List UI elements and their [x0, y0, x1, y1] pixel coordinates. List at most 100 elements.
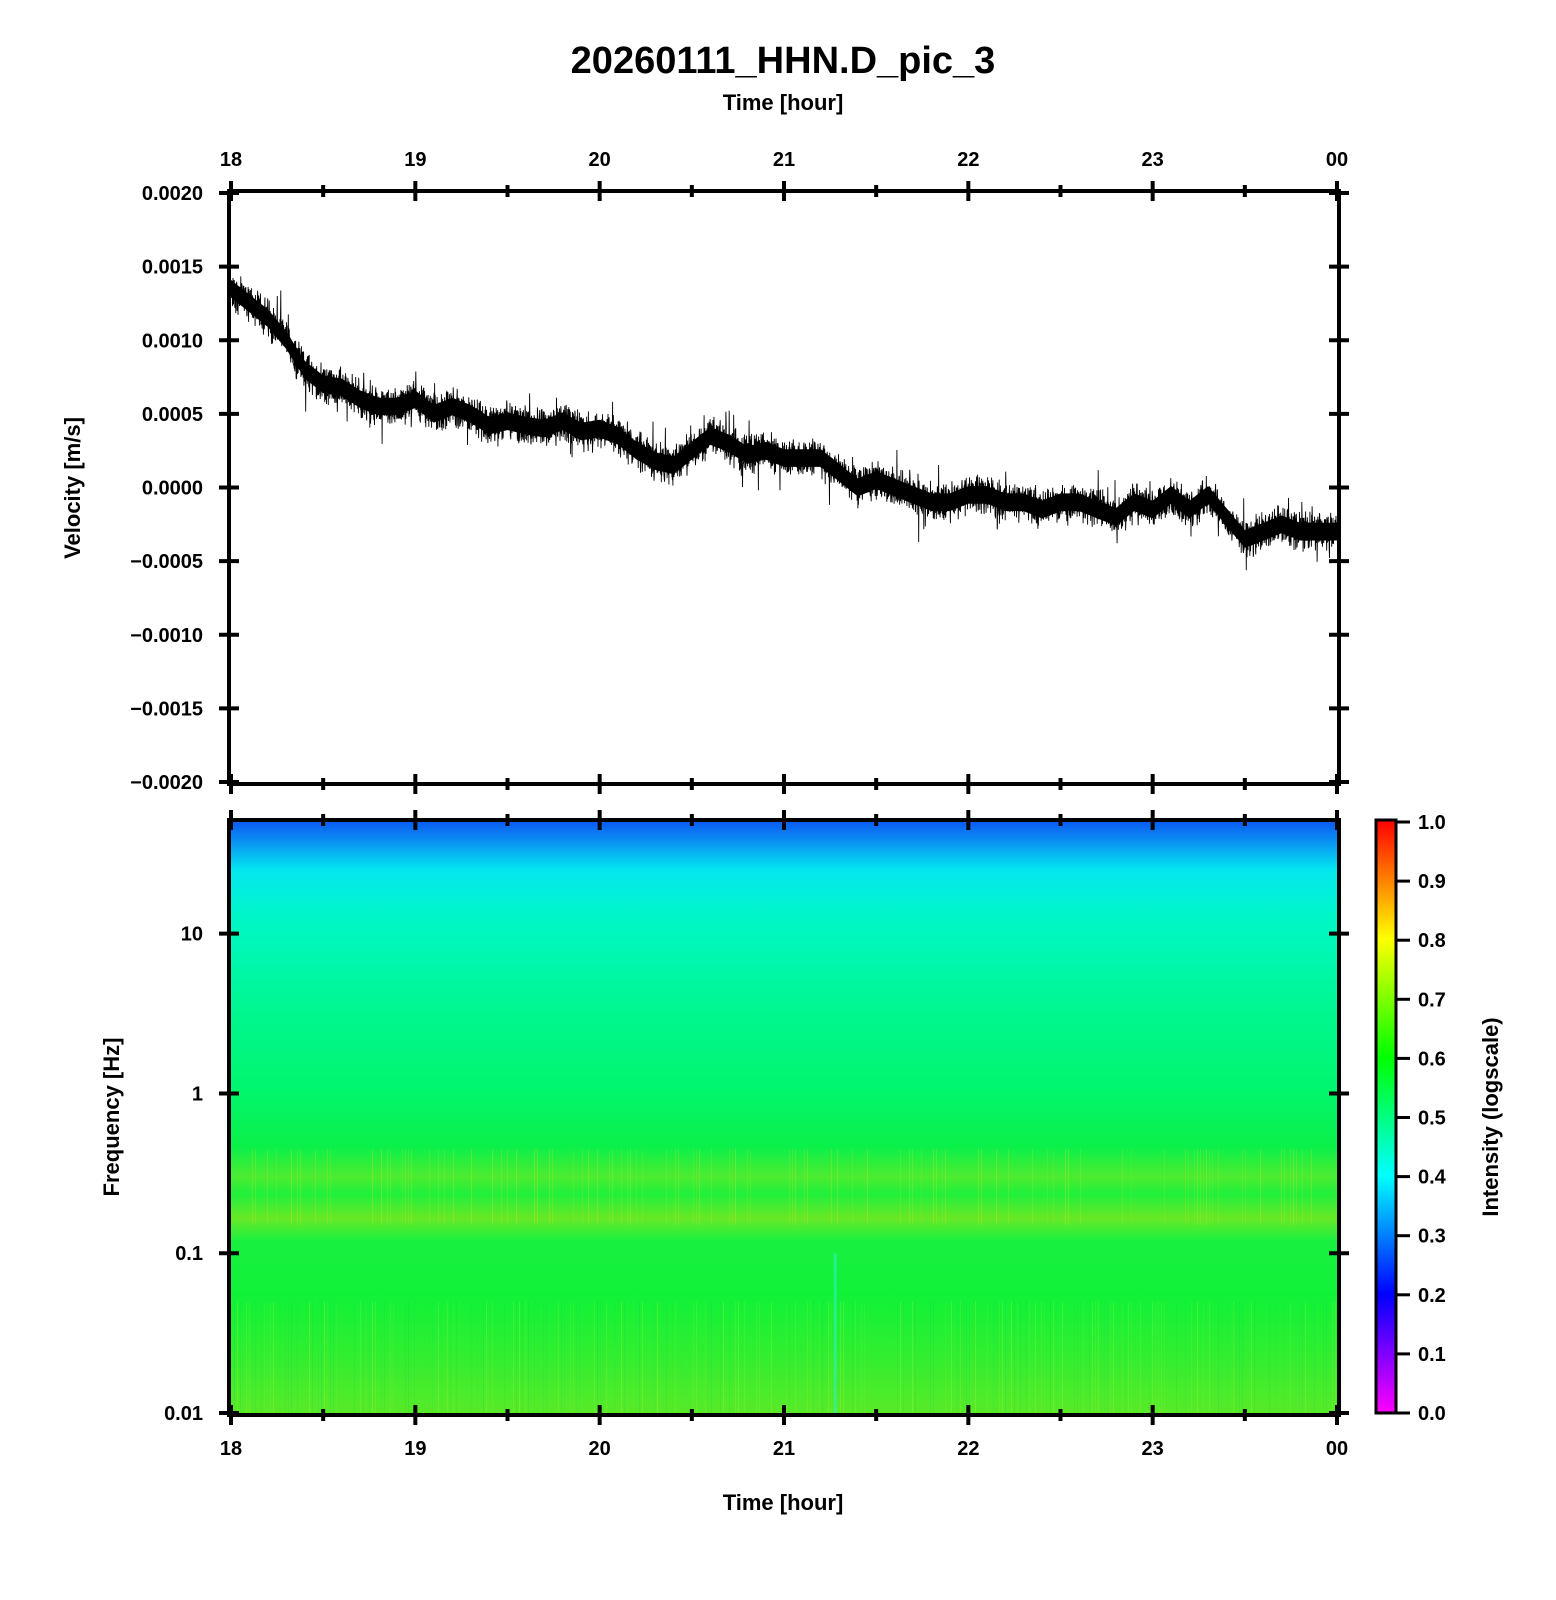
spectrogram-stripe — [234, 1301, 235, 1413]
spectrogram-stripe — [1062, 1301, 1063, 1413]
spectrogram-stripe — [330, 1148, 331, 1226]
spectrogram-stripe — [666, 1301, 667, 1413]
spectrogram-stripe — [789, 1148, 790, 1226]
spectrogram-stripe — [564, 1301, 565, 1413]
colorbar-tick-label: 1.0 — [1418, 812, 1446, 834]
colorbar-tick-label: 0.7 — [1418, 989, 1446, 1011]
spectrogram-stripe — [639, 1301, 640, 1413]
spectrogram-stripe — [1296, 1148, 1297, 1226]
spectrogram-stripe — [429, 1301, 430, 1413]
spectrogram-stripe — [450, 1301, 451, 1413]
spectrogram-stripe — [492, 1301, 493, 1413]
spectrogram-stripe — [642, 1148, 643, 1226]
velocity-y-tick-label: −0.0015 — [130, 698, 203, 720]
spectrogram-stripe — [1035, 1301, 1036, 1413]
spectrogram-stripe — [681, 1301, 682, 1413]
spectrogram-stripe — [864, 1301, 865, 1413]
spectrogram-stripe — [837, 1148, 838, 1226]
top-x-tick-label: 20 — [589, 149, 611, 171]
spectrogram-stripe — [1101, 1301, 1102, 1413]
spectrogram-stripe — [615, 1301, 616, 1413]
spectrogram-texture — [234, 1148, 1336, 1413]
spectrogram-stripe — [1107, 1301, 1108, 1413]
top-x-tick-label: 22 — [957, 149, 979, 171]
spectrogram-stripe — [609, 1148, 610, 1226]
spectrogram-stripe — [1326, 1301, 1327, 1413]
spectrogram-stripe — [1302, 1301, 1303, 1413]
spectrogram-stripe — [405, 1148, 406, 1226]
velocity-y-tick-label: 0.0005 — [142, 404, 203, 426]
spectrogram-stripe — [1155, 1301, 1156, 1413]
spectrogram-stripe — [387, 1148, 388, 1226]
spectrogram-stripe — [360, 1301, 361, 1413]
spectrogram-stripe — [909, 1148, 910, 1226]
spectrogram-stripe — [975, 1301, 976, 1413]
spectrogram-stripe — [558, 1301, 559, 1413]
spectrogram-stripe — [549, 1148, 550, 1226]
spectrogram-stripe — [447, 1301, 448, 1413]
spectrogram-stripe — [759, 1301, 760, 1413]
spectrogram-stripe — [633, 1301, 634, 1413]
spectrogram-stripe — [705, 1301, 706, 1413]
spectrogram-stripe — [804, 1148, 805, 1226]
spectrogram-stripe — [855, 1301, 856, 1413]
spectrogram-stripe — [951, 1301, 952, 1413]
spectrogram-stripe — [807, 1148, 808, 1226]
spectrogram-stripe — [1197, 1148, 1198, 1226]
frequency-y-tick-label: 10 — [181, 924, 203, 946]
spectrogram-stripe — [1209, 1301, 1210, 1413]
spectrogram-stripe — [987, 1301, 988, 1413]
spectrogram-stripe — [933, 1301, 934, 1413]
spectrogram-stripe — [456, 1301, 457, 1413]
spectrogram-stripe — [1158, 1301, 1159, 1413]
spectrogram-stripe — [297, 1148, 298, 1226]
bottom-x-tick-label: 23 — [1142, 1438, 1164, 1460]
spectrogram-stripe — [696, 1301, 697, 1413]
colorbar-label: Intensity (logscale) — [1478, 1017, 1503, 1216]
spectrogram-stripe — [1254, 1301, 1255, 1413]
top-x-tick-label: 00 — [1326, 149, 1348, 171]
spectrogram-stripe — [1122, 1301, 1123, 1413]
spectrogram-stripe — [252, 1301, 253, 1413]
spectrogram-stripe — [432, 1301, 433, 1413]
spectrogram-stripe — [699, 1148, 700, 1226]
spectrogram-stripe — [237, 1301, 238, 1413]
spectrogram-stripe — [942, 1148, 943, 1226]
spectrogram-stripe — [1161, 1301, 1162, 1413]
spectrogram-stripe — [1212, 1148, 1213, 1226]
spectrogram-stripe — [444, 1148, 445, 1226]
spectrogram-stripe — [1221, 1301, 1222, 1413]
spectrogram-stripe — [978, 1148, 979, 1226]
spectrogram-stripe — [381, 1301, 382, 1413]
top-x-axis-title: Time [hour] — [723, 90, 844, 115]
spectrogram-stripe — [912, 1148, 913, 1226]
spectrogram-stripe — [1281, 1148, 1282, 1226]
velocity-tick-marks — [219, 181, 1349, 794]
spectrogram-stripe — [900, 1148, 901, 1226]
spectrogram-stripe — [1080, 1148, 1081, 1226]
spectrogram-stripe — [945, 1301, 946, 1413]
colorbar-tick-label: 0.1 — [1418, 1344, 1446, 1366]
spectrogram-stripe — [729, 1301, 730, 1413]
velocity-y-tick-label: −0.0005 — [130, 551, 203, 573]
spectrogram-stripe — [1020, 1301, 1021, 1413]
spectrogram-stripe — [966, 1301, 967, 1413]
spectrogram-stripe — [732, 1148, 733, 1226]
spectrogram-stripe — [1332, 1301, 1333, 1413]
spectrogram-stripe — [636, 1148, 637, 1226]
spectrogram-stripe — [1251, 1301, 1252, 1413]
spectrogram-stripe — [1335, 1301, 1336, 1413]
spectrogram-stripe — [1176, 1301, 1177, 1413]
spectrogram-stripe — [621, 1301, 622, 1413]
spectrogram-stripe — [1074, 1301, 1075, 1413]
spectrogram-stripe — [654, 1301, 655, 1413]
spectrogram-stripe — [795, 1148, 796, 1226]
spectrogram-stripe — [1299, 1301, 1300, 1413]
spectrogram-stripe — [1131, 1301, 1132, 1413]
spectrogram-stripe — [537, 1148, 538, 1226]
spectrogram-event-streak — [833, 1253, 837, 1413]
spectrogram-stripe — [1269, 1301, 1270, 1413]
colorbar-ticks: 1.0 0.9 0.8 0.7 0.6 0.5 0.4 0.3 0.2 0.1 0.0 — [1396, 812, 1447, 1425]
spectrogram-panel: 18 19 20 21 22 23 00 10 1 0.1 0.01 Frequency [Hz]… — [99, 810, 1349, 1515]
velocity-y-tick-label: 0.0020 — [142, 183, 203, 205]
